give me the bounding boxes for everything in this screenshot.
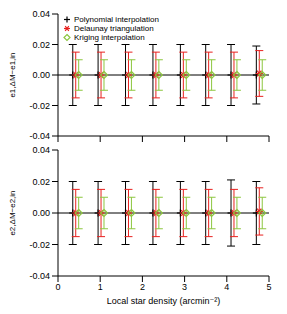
svg-text:-0.02: -0.02 (29, 101, 50, 111)
svg-text:1: 1 (98, 282, 103, 292)
svg-text:2: 2 (140, 282, 145, 292)
svg-text:0.04: 0.04 (32, 145, 50, 155)
svg-text:-0.02: -0.02 (29, 240, 50, 250)
svg-text:-0.04: -0.04 (29, 131, 50, 141)
svg-text:0: 0 (55, 282, 60, 292)
svg-text:0.00: 0.00 (32, 70, 50, 80)
svg-text:e2,ΔM−e2,in: e2,ΔM−e2,in (8, 190, 17, 235)
svg-text:0.02: 0.02 (32, 177, 50, 187)
svg-text:3: 3 (182, 282, 187, 292)
svg-text:e1,ΔM−e1,in: e1,ΔM−e1,in (8, 52, 17, 97)
svg-text:4: 4 (224, 282, 229, 292)
html-text:Polynomial interpolation: Polynomial interpolation (74, 15, 159, 24)
svg-text:0.04: 0.04 (32, 9, 50, 19)
svg-text:0.02: 0.02 (32, 40, 50, 50)
svg-text:-0.04: -0.04 (29, 271, 50, 281)
svg-text:0.00: 0.00 (32, 208, 50, 218)
html-text:Delaunay triangulation: Delaunay triangulation (74, 24, 154, 33)
svg-text:5: 5 (266, 282, 271, 292)
svg-text:Local star density (arcmin⁻²): Local star density (arcmin⁻²) (107, 296, 220, 306)
html-text:Kriging interpolation: Kriging interpolation (74, 33, 145, 42)
